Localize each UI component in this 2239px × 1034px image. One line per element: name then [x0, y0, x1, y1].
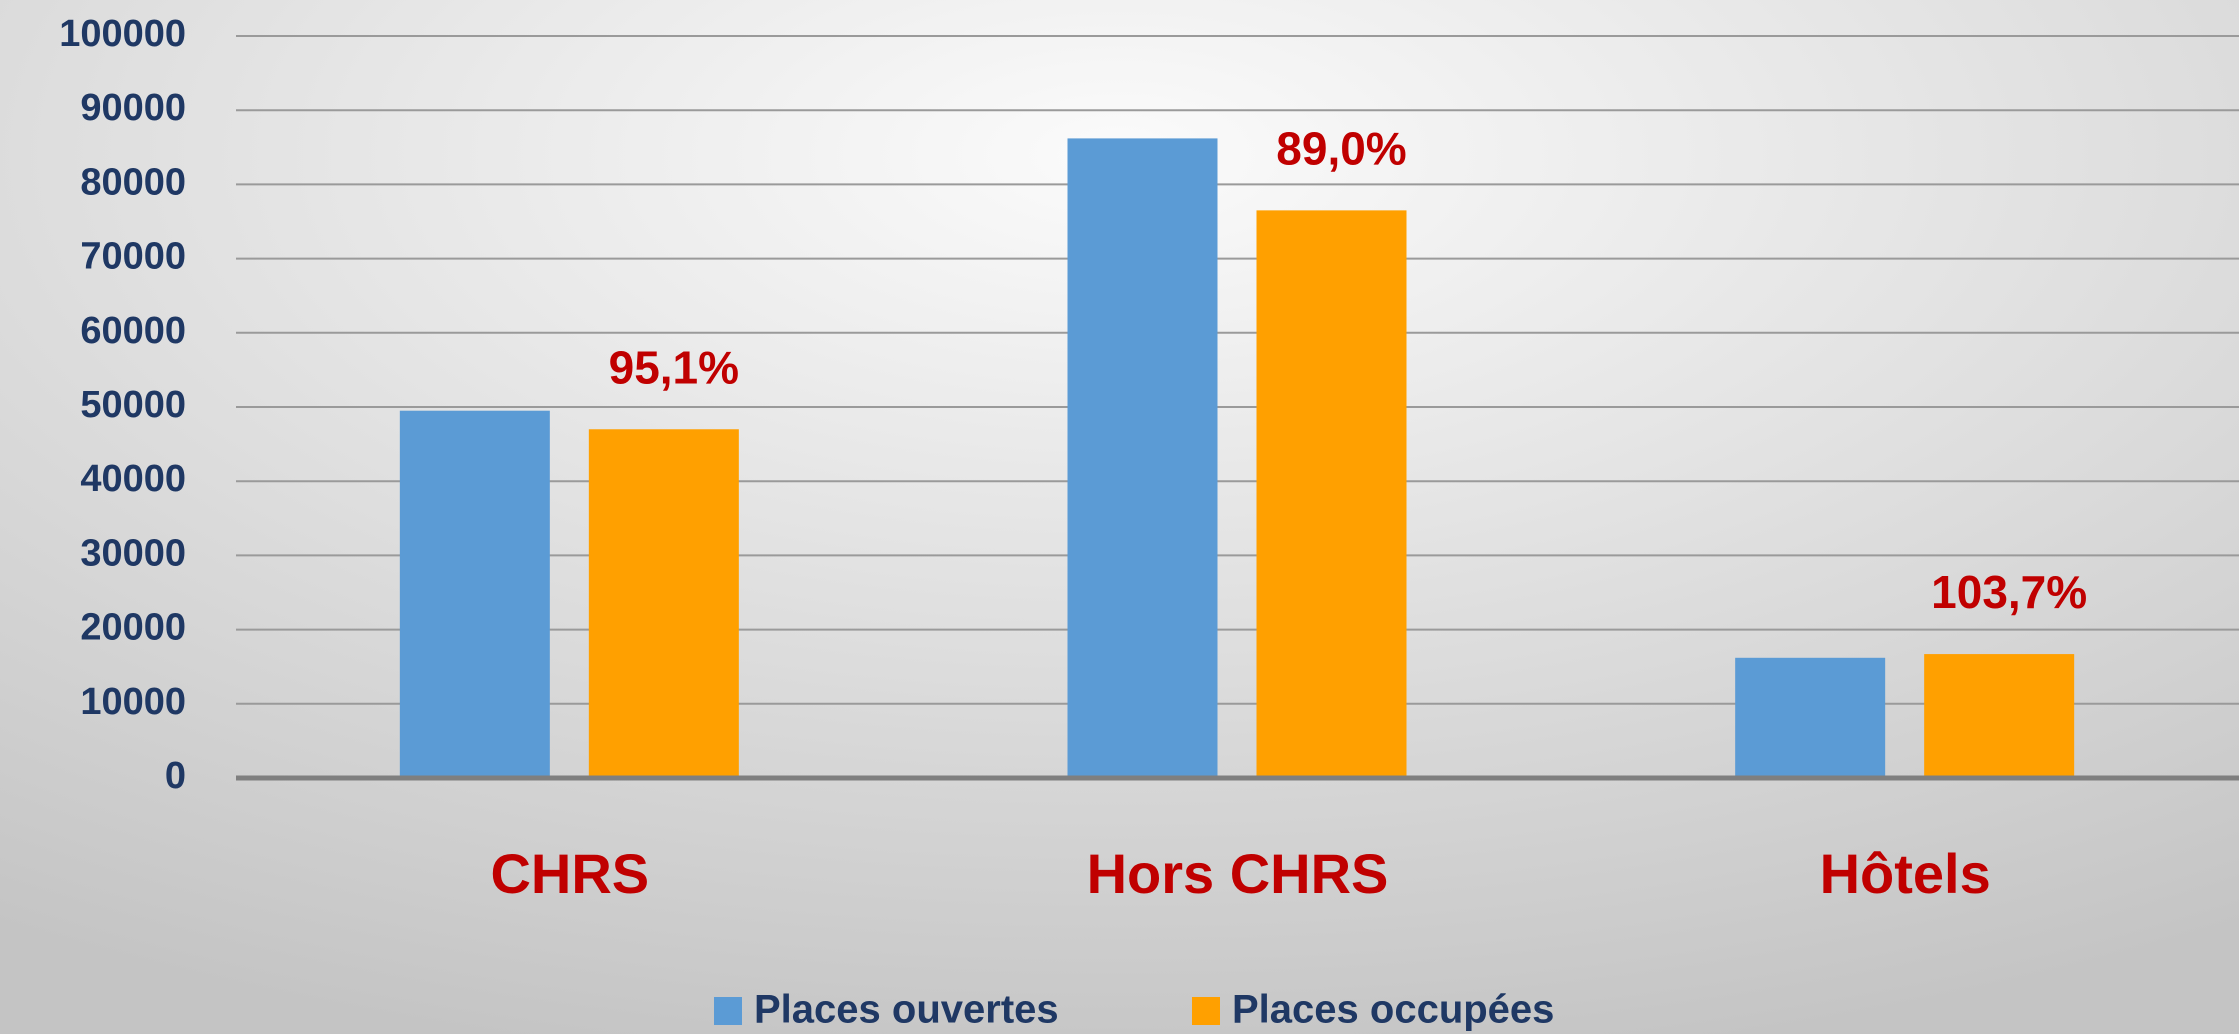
legend-label: Places ouvertes [754, 988, 1059, 1032]
y-tick-label: 40000 [80, 458, 186, 500]
bar [1924, 654, 2075, 778]
y-tick-label: 20000 [80, 607, 186, 649]
y-tick-label: 100000 [59, 13, 186, 55]
bar [588, 429, 739, 778]
annotation: 95,1% [609, 341, 739, 393]
y-tick-label: 50000 [80, 384, 186, 426]
bar [1256, 210, 1407, 778]
x-tick-label: CHRS [490, 842, 649, 905]
y-tick-label: 0 [165, 755, 186, 797]
y-tick-label: 90000 [80, 87, 186, 129]
legend-label: Places occupées [1232, 988, 1554, 1032]
legend-swatch [1192, 997, 1220, 1025]
annotation: 89,0% [1276, 123, 1406, 175]
y-tick-label: 30000 [80, 532, 186, 574]
y-tick-label: 10000 [80, 681, 186, 723]
bar [1735, 657, 1886, 778]
bar [1067, 138, 1218, 778]
y-tick-label: 80000 [80, 161, 186, 203]
legend-swatch [714, 997, 742, 1025]
y-tick-label: 70000 [80, 236, 186, 278]
x-tick-label: Hors CHRS [1087, 842, 1389, 905]
annotation: 103,7% [1931, 566, 2087, 618]
y-tick-label: 60000 [80, 310, 186, 352]
x-tick-label: Hôtels [1820, 842, 1991, 905]
bar [399, 410, 550, 778]
